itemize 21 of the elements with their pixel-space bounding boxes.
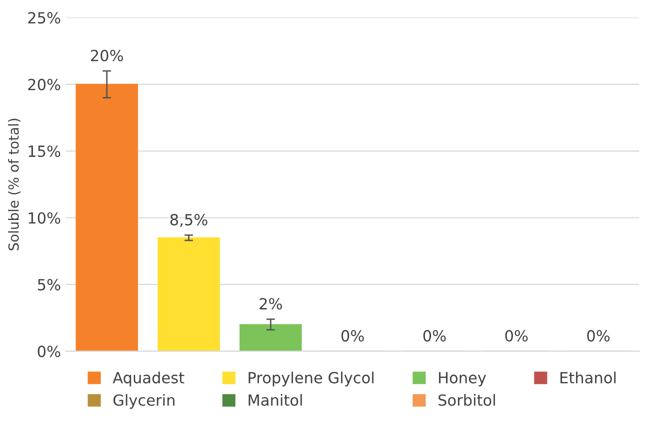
legend-label: Glycerin	[113, 394, 174, 409]
legend-label: Sorbitol	[438, 394, 495, 406]
legend-label: Aquadest	[112, 372, 184, 386]
y-axis-title: Soluble (% of total)	[8, 118, 20, 250]
data-label: 0%	[423, 330, 446, 342]
y-tick-label: 20%	[28, 78, 60, 90]
y-tick-label: 25%	[28, 12, 60, 24]
y-tick-label: 10%	[28, 212, 60, 224]
data-label: 20%	[90, 50, 123, 62]
data-label: 0%	[587, 330, 610, 342]
y-tick-label: 5%	[38, 278, 60, 290]
legend-label: Honey	[439, 372, 486, 386]
data-label: 2%	[260, 298, 282, 310]
legend-label: Propylene Glycol	[248, 372, 374, 386]
data-label: 8,5%	[170, 214, 208, 228]
data-label: 0%	[505, 330, 528, 342]
legend-label: Ethanol	[560, 372, 616, 384]
y-tick-label: 0%	[38, 346, 60, 358]
legend-label: Manitol	[248, 394, 302, 406]
data-label: 0%	[341, 330, 364, 342]
y-tick-label: 15%	[28, 145, 60, 158]
